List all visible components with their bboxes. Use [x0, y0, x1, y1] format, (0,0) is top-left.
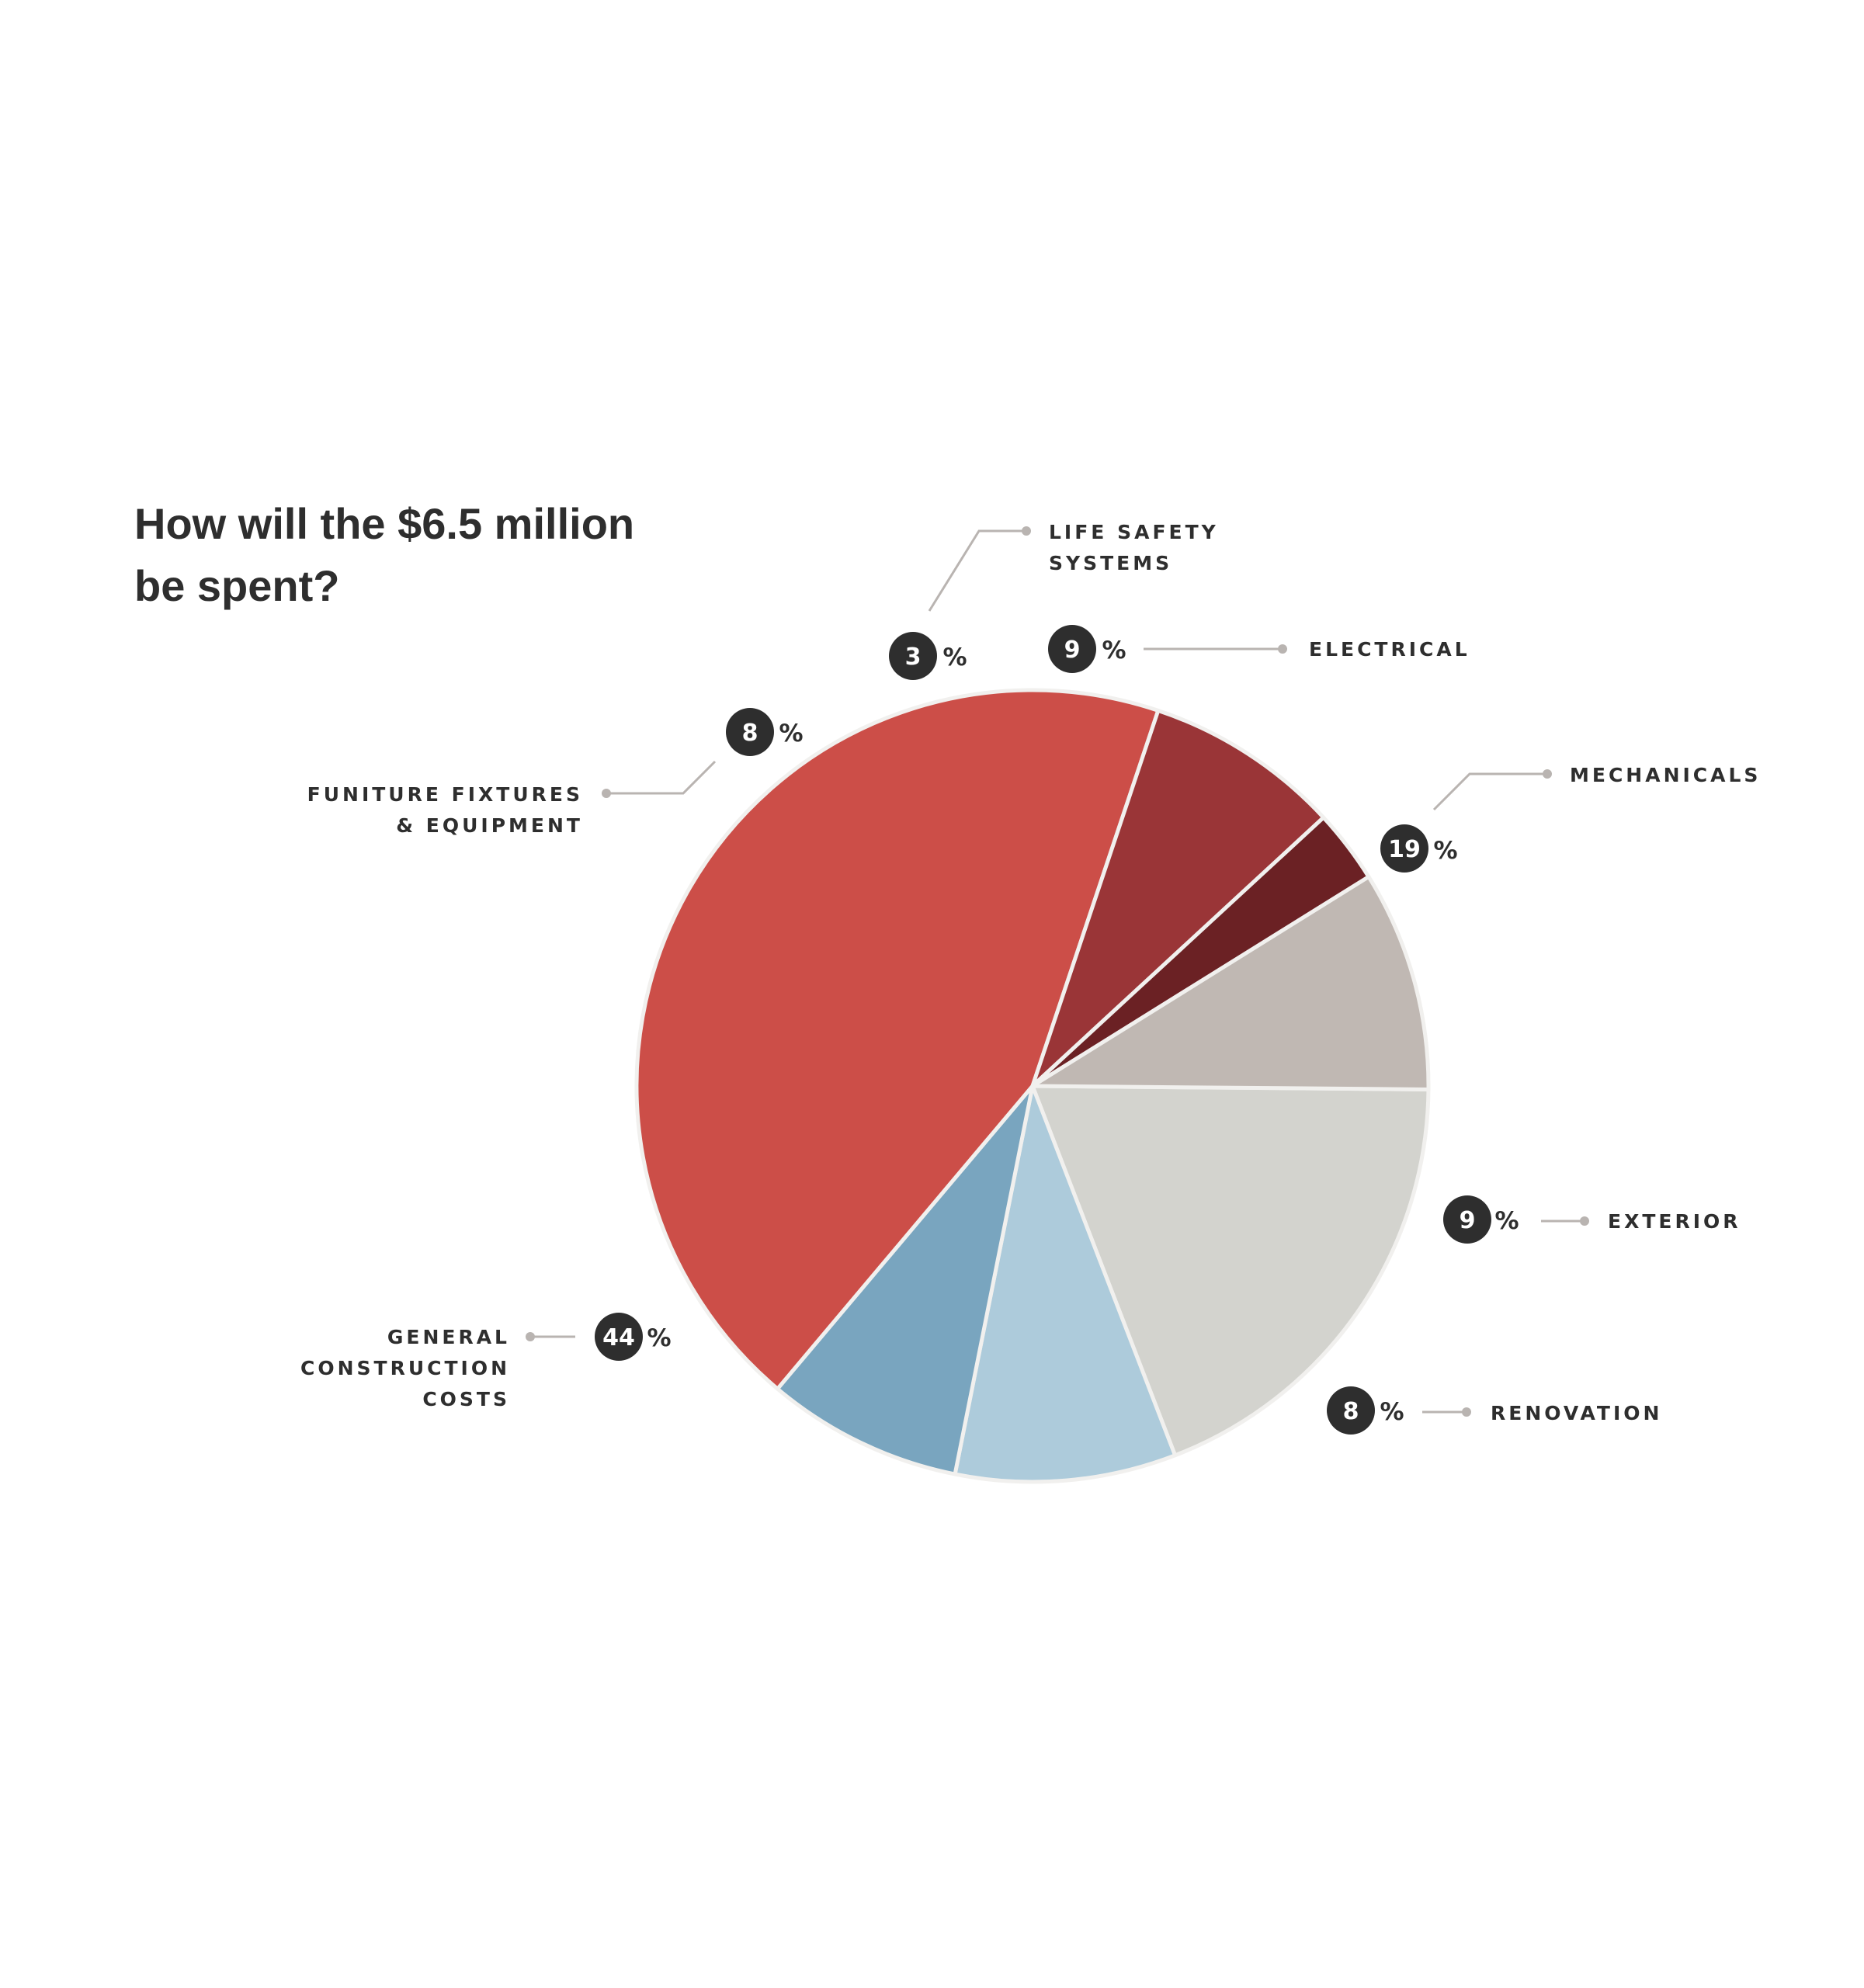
callout-funiture-fixtures-and-equipment: 8 % FUNITURE FIXTURES & EQUIPMENT: [307, 708, 804, 837]
category-label: RENOVATION: [1491, 1402, 1662, 1424]
category-label: SYSTEMS: [1049, 552, 1172, 574]
callout-renovation: 8% RENOVATION: [1327, 1386, 1662, 1435]
slice-exterior: [953, 1084, 1178, 1484]
value-label: 8: [742, 720, 758, 747]
value-badge: [1380, 824, 1428, 873]
value-label: 8: [1343, 1398, 1359, 1425]
percent-sign: %: [942, 644, 967, 671]
value-label: 3: [905, 644, 922, 671]
leader-dot: [602, 789, 611, 798]
value-badge: [1048, 625, 1096, 673]
callout-life-safety-systems: 3 % LIFE SAFETY SYSTEMS: [889, 521, 1219, 680]
slice-callouts: 19 % MECHANICALS 9% EXTERIOR 8% RENOVATION 44 % G…: [300, 521, 1761, 1435]
slice-funiture-fixtures-and-equipment: [1030, 708, 1326, 1088]
category-label: COSTS: [422, 1388, 510, 1410]
leader-line: [928, 529, 1026, 612]
value-label: 9: [1064, 637, 1081, 664]
category-label: & EQUIPMENT: [396, 814, 583, 837]
pie-slices: [634, 688, 1431, 1484]
percent-sign: %: [1433, 837, 1457, 865]
value-badge: [889, 632, 937, 680]
callout-general-construction-costs: 44 % GENERAL CONSTRUCTION COSTS: [300, 1313, 672, 1410]
category-label: EXTERIOR: [1608, 1210, 1741, 1233]
leader-dot: [1462, 1407, 1471, 1417]
leader-dot: [526, 1332, 535, 1341]
leader-dot: [1278, 644, 1287, 654]
value-badge: [726, 708, 774, 756]
slice-general-construction-costs: [634, 688, 1161, 1391]
category-label: LIFE SAFETY: [1049, 521, 1219, 543]
slice-electrical: [1030, 875, 1431, 1091]
value-badge: [1327, 1386, 1375, 1435]
value-badge: [1443, 1195, 1491, 1244]
leader-dot: [1580, 1216, 1589, 1226]
value-badge: [595, 1313, 643, 1361]
callout-mechanicals: 19 % MECHANICALS: [1380, 764, 1761, 873]
slice-renovation: [776, 1084, 1035, 1476]
percent-sign: %: [1102, 637, 1126, 664]
category-label: ELECTRICAL: [1309, 638, 1470, 661]
category-label: MECHANICALS: [1570, 764, 1761, 786]
leader-line: [1432, 772, 1547, 811]
chart-title-line-2: be spent?: [134, 561, 339, 610]
callout-electrical: 9% ELECTRICAL: [1048, 625, 1470, 673]
chart-title-line-1: How will the $6.5 million: [134, 499, 634, 548]
category-label: CONSTRUCTION: [300, 1357, 510, 1379]
category-label: GENERAL: [387, 1326, 510, 1348]
leader-dot: [1543, 769, 1552, 779]
callout-exterior: 9% EXTERIOR: [1443, 1195, 1741, 1244]
category-label: FUNITURE FIXTURES: [307, 783, 583, 806]
value-label: 44: [602, 1324, 635, 1351]
slice-mechanicals: [1030, 1084, 1431, 1458]
value-label: 19: [1388, 836, 1421, 863]
leader-dot: [1022, 526, 1031, 536]
percent-sign: %: [1380, 1398, 1404, 1426]
leader-line: [606, 760, 717, 795]
percent-sign: %: [647, 1324, 671, 1352]
chart-title: How will the $6.5 million be spent?: [134, 499, 634, 610]
value-label: 9: [1460, 1207, 1476, 1234]
percent-sign: %: [1494, 1207, 1519, 1235]
percent-sign: %: [779, 720, 803, 748]
